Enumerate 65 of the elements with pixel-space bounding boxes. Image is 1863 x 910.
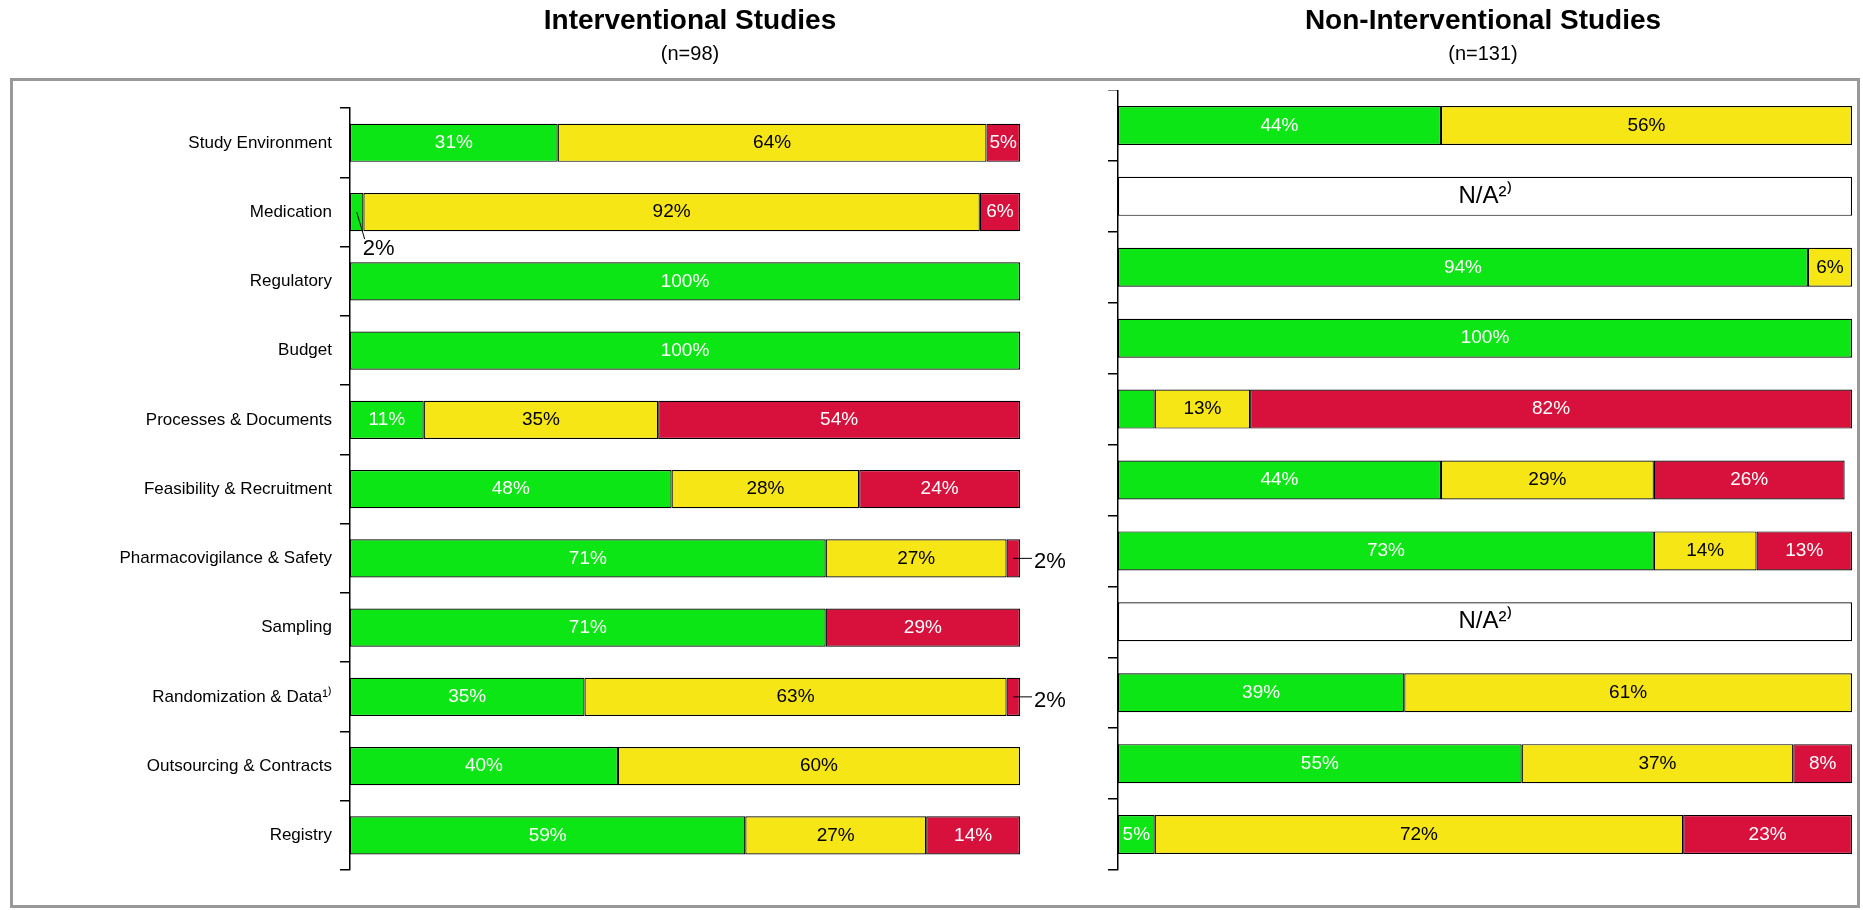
data-label: 56% [1627,113,1666,135]
data-label: 71% [568,615,607,637]
data-label: 14% [954,823,993,845]
y-tick-label: Budget [278,340,333,360]
data-label: 60% [799,754,839,776]
data-label: 29% [903,615,942,637]
data-label: 59% [528,823,567,845]
data-label: 63% [776,685,815,707]
data-label: 39% [1242,680,1281,702]
y-tick-label: Feasibility & Recruitment [143,478,333,498]
data-label: 37% [1638,751,1677,773]
data-label: 100% [660,338,710,360]
y-tick-label: Processes & Documents [145,409,332,429]
y-tick-label: Outsourcing & Contracts [146,755,332,775]
data-label: 11% [368,408,406,430]
data-label: 100% [660,269,710,291]
data-label: 27% [816,823,855,845]
y-tick-label: Regulatory [249,271,333,291]
chart-title: Non-Interventional Studies [1303,4,1663,36]
data-label: 2% [1034,548,1066,574]
y-tick-label: Pharmacovigilance & Safety [119,548,333,568]
data-label: 40% [464,754,504,776]
data-label: 82% [1532,397,1571,419]
data-label: 27% [897,546,936,568]
data-label: 35% [448,685,487,707]
data-label: 23% [1748,822,1787,844]
data-label: 6% [986,200,1014,222]
data-label: 100% [1460,326,1510,348]
data-label: 29% [1528,468,1567,490]
data-label: 31% [434,131,473,153]
data-label: N/A²⁾ [1458,606,1512,634]
data-label: 5% [989,131,1018,153]
data-label: 6% [1816,255,1844,277]
data-label: 54% [820,408,859,430]
data-label: 14% [1686,539,1725,561]
data-label: 92% [652,200,691,222]
data-label: 5% [1122,822,1151,844]
data-label: 24% [920,477,959,499]
y-tick-label: Registry [269,825,333,845]
data-label: 73% [1366,539,1406,561]
data-label: N/A²⁾ [1458,180,1512,208]
chart-subtitle: (n=98) [659,42,721,65]
data-label: 64% [753,131,792,153]
data-label: 2% [362,235,395,261]
data-label: 28% [746,477,785,499]
data-label: 61% [1609,680,1648,702]
data-label: 2% [1034,686,1066,712]
data-label: 55% [1300,751,1339,773]
y-tick-label: Medication [249,201,332,221]
data-label: 26% [1730,468,1769,490]
data-label: 8% [1808,751,1837,773]
data-label: 44% [1260,468,1299,490]
data-label: 48% [491,477,530,499]
data-label: 44% [1260,113,1299,135]
data-label: 35% [521,408,561,430]
data-label: 71% [568,546,607,568]
chart-subtitle: (n=131) [1447,42,1519,65]
data-label: 94% [1443,255,1483,277]
y-tick-label: Study Environment [188,132,333,152]
data-label: 13% [1785,539,1824,561]
y-tick-label: Randomization & Data¹⁾ [152,685,332,706]
data-label: 13% [1183,397,1222,419]
chart-title: Interventional Studies [542,4,838,36]
data-label: 72% [1399,822,1439,844]
y-tick-label: Sampling [261,617,332,637]
